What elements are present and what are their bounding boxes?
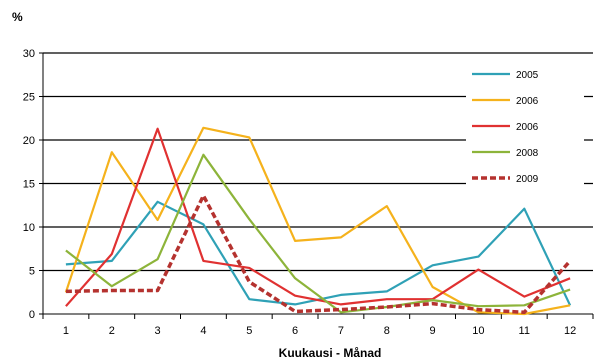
x-tick-label: 4 [200, 325, 206, 337]
x-axis-ticks: 1 2 3 4 5 6 7 8 9 10 11 12 [42, 314, 594, 337]
x-tick-label: 3 [155, 325, 161, 337]
y-axis-ticks: 0 5 10 15 20 25 30 [23, 48, 43, 321]
grid-lines [42, 52, 593, 315]
series-line-2009 [65, 193, 572, 315]
x-tick-label: 8 [384, 325, 390, 337]
x-tick-label: 12 [564, 325, 576, 337]
legend-label: 2006 [516, 96, 539, 107]
x-tick-label: 11 [519, 325, 530, 337]
y-tick-label: 20 [23, 135, 35, 147]
legend: 2005 2006 2006 2008 2009 [466, 63, 584, 191]
x-tick-label: 2 [109, 325, 115, 337]
legend-label: 2008 [516, 148, 539, 159]
legend-label: 2006 [516, 122, 539, 133]
x-tick-label: 7 [338, 325, 344, 337]
y-axis-label: % [12, 10, 23, 24]
x-tick-label: 9 [430, 325, 436, 337]
y-tick-label: 10 [23, 222, 35, 234]
x-tick-label: 5 [246, 325, 252, 337]
x-tick-label: 10 [472, 325, 484, 337]
series-lines [64, 126, 572, 316]
series-line-2008 [65, 153, 571, 314]
y-tick-label: 15 [23, 179, 35, 191]
x-tick-label: 1 [63, 325, 69, 337]
series-line-2006 [64, 126, 571, 316]
legend-label: 2009 [516, 174, 539, 185]
legend-label: 2005 [516, 70, 539, 81]
x-axis-label: Kuukausi - Månad [279, 346, 382, 360]
series-line-2006 [65, 127, 571, 307]
y-tick-label: 25 [23, 92, 35, 104]
y-tick-label: 30 [23, 48, 35, 60]
y-tick-label: 5 [29, 266, 35, 278]
y-tick-label: 0 [29, 309, 35, 321]
x-tick-label: 6 [292, 325, 298, 337]
